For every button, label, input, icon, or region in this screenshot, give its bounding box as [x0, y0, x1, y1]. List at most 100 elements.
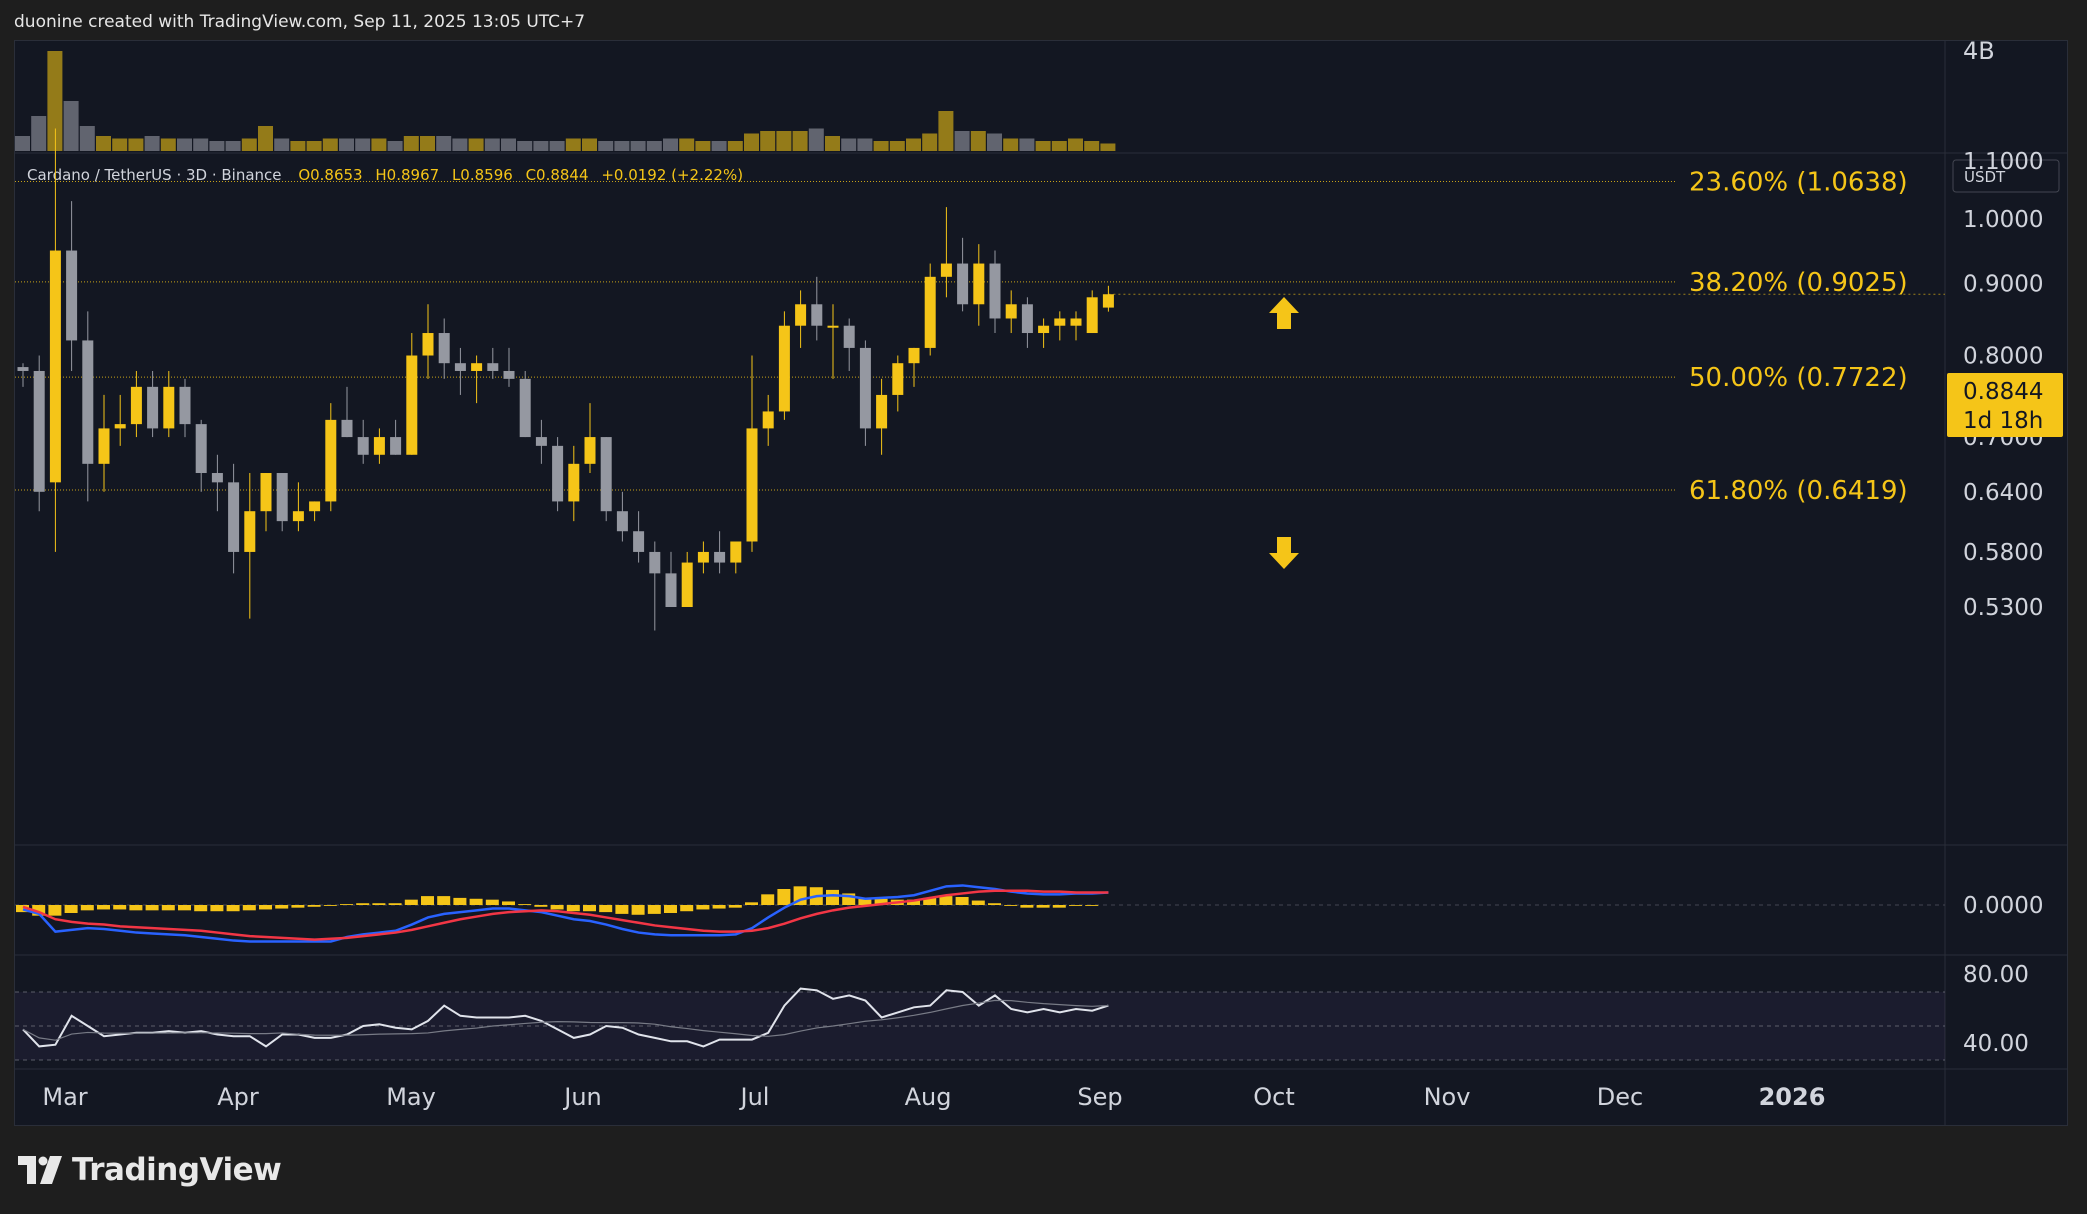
tradingview-logo[interactable]: TradingView — [18, 1150, 282, 1190]
up-arrow-icon — [1269, 297, 1299, 329]
volume-bar — [403, 136, 419, 151]
macd-histogram-bar — [80, 905, 94, 911]
macd-histogram-bar — [534, 905, 548, 907]
macd-histogram-bar — [64, 905, 78, 913]
candle-body — [244, 511, 256, 552]
tradingview-logo-text: TradingView — [72, 1152, 282, 1188]
volume-bar — [501, 138, 516, 151]
candle-body — [762, 411, 774, 429]
candle-body — [827, 325, 839, 328]
volume-bar — [1035, 141, 1051, 151]
candle-body — [778, 325, 790, 412]
candle-body — [714, 551, 726, 563]
candle-body — [859, 347, 871, 429]
macd-histogram-bar — [48, 905, 62, 916]
legend-change: +0.0192 (+2.22%) — [601, 166, 743, 184]
macd-histogram-bar — [680, 905, 694, 912]
volume-bar — [1100, 143, 1116, 151]
candle-body — [195, 424, 207, 474]
macd-histogram-bar — [1036, 905, 1050, 908]
volume-bar — [241, 138, 257, 151]
time-axis-label: Oct — [1253, 1083, 1295, 1111]
candle-body — [957, 263, 969, 305]
candle-body — [649, 551, 661, 574]
tradingview-logo-icon — [18, 1156, 62, 1184]
time-axis-label: Nov — [1424, 1083, 1471, 1111]
macd-histogram-bar — [178, 905, 191, 911]
macd-histogram-bar — [97, 905, 110, 910]
candle-body — [600, 437, 612, 512]
macd-histogram-bar — [631, 905, 645, 915]
legend-symbol-name: Cardano / TetherUS · 3D · Binance — [27, 166, 282, 184]
volume-bar — [695, 141, 711, 151]
time-axis-label: Jun — [562, 1083, 602, 1111]
volume-bar — [825, 136, 840, 151]
chart-frame[interactable]: Cardano / TetherUS · 3D · Binance O0.865… — [14, 40, 2068, 1126]
candle-body — [681, 562, 693, 607]
candle-body — [730, 541, 742, 563]
volume-bar — [371, 138, 387, 151]
time-axis-label: Aug — [905, 1083, 952, 1111]
candle-body — [49, 250, 61, 483]
volume-bar — [484, 138, 500, 151]
macd-histogram-bar — [485, 899, 499, 905]
candle-body — [211, 473, 223, 483]
candle-body — [260, 473, 272, 512]
rsi-axis-label-high: 80.00 — [1963, 962, 2029, 988]
volume-bar — [1051, 141, 1067, 151]
volume-bar — [144, 136, 160, 151]
volume-bar — [776, 131, 792, 151]
macd-histogram-bar — [1052, 905, 1066, 908]
chart-canvas[interactable]: Cardano / TetherUS · 3D · Binance O0.865… — [15, 41, 2067, 1125]
attribution-text: duonine created with TradingView.com, Se… — [14, 12, 586, 32]
volume-bar — [31, 116, 47, 151]
candle-body — [568, 463, 580, 502]
candle-body — [1086, 297, 1098, 334]
volume-bar — [339, 138, 354, 151]
candle-body — [406, 355, 418, 455]
volume-bar — [906, 138, 921, 151]
volume-bar — [533, 141, 549, 151]
rsi-axis-label-low: 40.00 — [1963, 1031, 2029, 1057]
volume-bar — [954, 131, 970, 151]
macd-histogram-bar — [145, 905, 159, 911]
rsi-ma-line — [22, 999, 1109, 1041]
macd-histogram-bar — [826, 889, 839, 905]
volume-bar — [160, 138, 176, 151]
macd-histogram-bar — [113, 905, 127, 910]
candle-body — [82, 340, 94, 464]
volume-bar — [1019, 138, 1035, 151]
macd-histogram-bar — [971, 900, 985, 905]
macd-histogram-bar — [599, 905, 613, 913]
candle-body — [535, 437, 547, 446]
volume-bar — [760, 131, 776, 151]
time-axis-label: Dec — [1597, 1083, 1643, 1111]
candle-body — [1102, 294, 1114, 308]
volume-bar — [630, 141, 646, 151]
candle-body — [147, 386, 159, 429]
candle-body — [584, 437, 596, 464]
candle-body — [746, 428, 758, 542]
macd-histogram-bar — [777, 889, 791, 905]
volume-bar — [663, 138, 678, 151]
candle-body — [876, 394, 888, 429]
macd-histogram-bar — [874, 898, 888, 905]
time-axis-label: May — [386, 1083, 436, 1111]
candle-body — [843, 325, 855, 348]
fibonacci-levels: 23.60% (1.0638) 38.20% (0.9025) 50.00% (0.… — [15, 167, 1908, 506]
candle-body — [989, 263, 1001, 319]
volume-bar — [15, 136, 30, 151]
currency-button[interactable]: USDT — [1952, 159, 2060, 193]
attribution-bar: duonine created with TradingView.com, Se… — [0, 0, 2087, 40]
candle-body — [17, 367, 29, 371]
macd-line — [22, 884, 1109, 943]
volume-bar — [274, 138, 290, 151]
fib-level-label: 23.60% (1.0638) — [1689, 167, 1908, 197]
macd-histogram-bar — [242, 905, 256, 911]
candle-body — [373, 437, 385, 455]
volume-bar — [517, 141, 533, 151]
macd-histogram-bar — [728, 905, 742, 908]
macd-histogram-bar — [323, 905, 337, 906]
macd-histogram-bar — [291, 905, 305, 908]
macd-axis-label: 0.0000 — [1963, 893, 2043, 919]
